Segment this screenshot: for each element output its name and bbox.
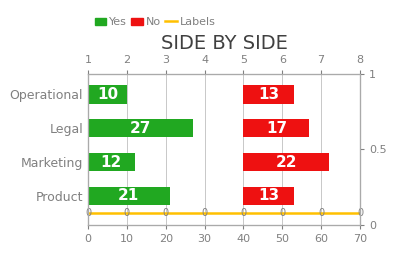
Bar: [88, 85, 127, 104]
Text: 27: 27: [130, 121, 151, 136]
Bar: [88, 119, 193, 138]
Bar: [88, 153, 135, 171]
Legend: Yes, No, Labels: Yes, No, Labels: [94, 16, 217, 28]
Bar: [244, 187, 294, 205]
Text: 12: 12: [101, 155, 122, 170]
Text: 13: 13: [258, 87, 279, 102]
Text: 22: 22: [276, 155, 297, 170]
Bar: [244, 153, 329, 171]
Bar: [88, 187, 170, 205]
Text: 0: 0: [240, 208, 246, 218]
Text: 0: 0: [85, 208, 91, 218]
Text: 0: 0: [357, 208, 363, 218]
Text: 0: 0: [202, 208, 208, 218]
Text: 17: 17: [266, 121, 287, 136]
Text: 0: 0: [279, 208, 285, 218]
Bar: [244, 119, 310, 138]
Title: SIDE BY SIDE: SIDE BY SIDE: [160, 34, 288, 53]
Text: 0: 0: [318, 208, 324, 218]
Text: 21: 21: [118, 189, 140, 203]
Text: 10: 10: [97, 87, 118, 102]
Text: 0: 0: [163, 208, 169, 218]
Text: 0: 0: [124, 208, 130, 218]
Bar: [244, 85, 294, 104]
Text: 13: 13: [258, 189, 279, 203]
